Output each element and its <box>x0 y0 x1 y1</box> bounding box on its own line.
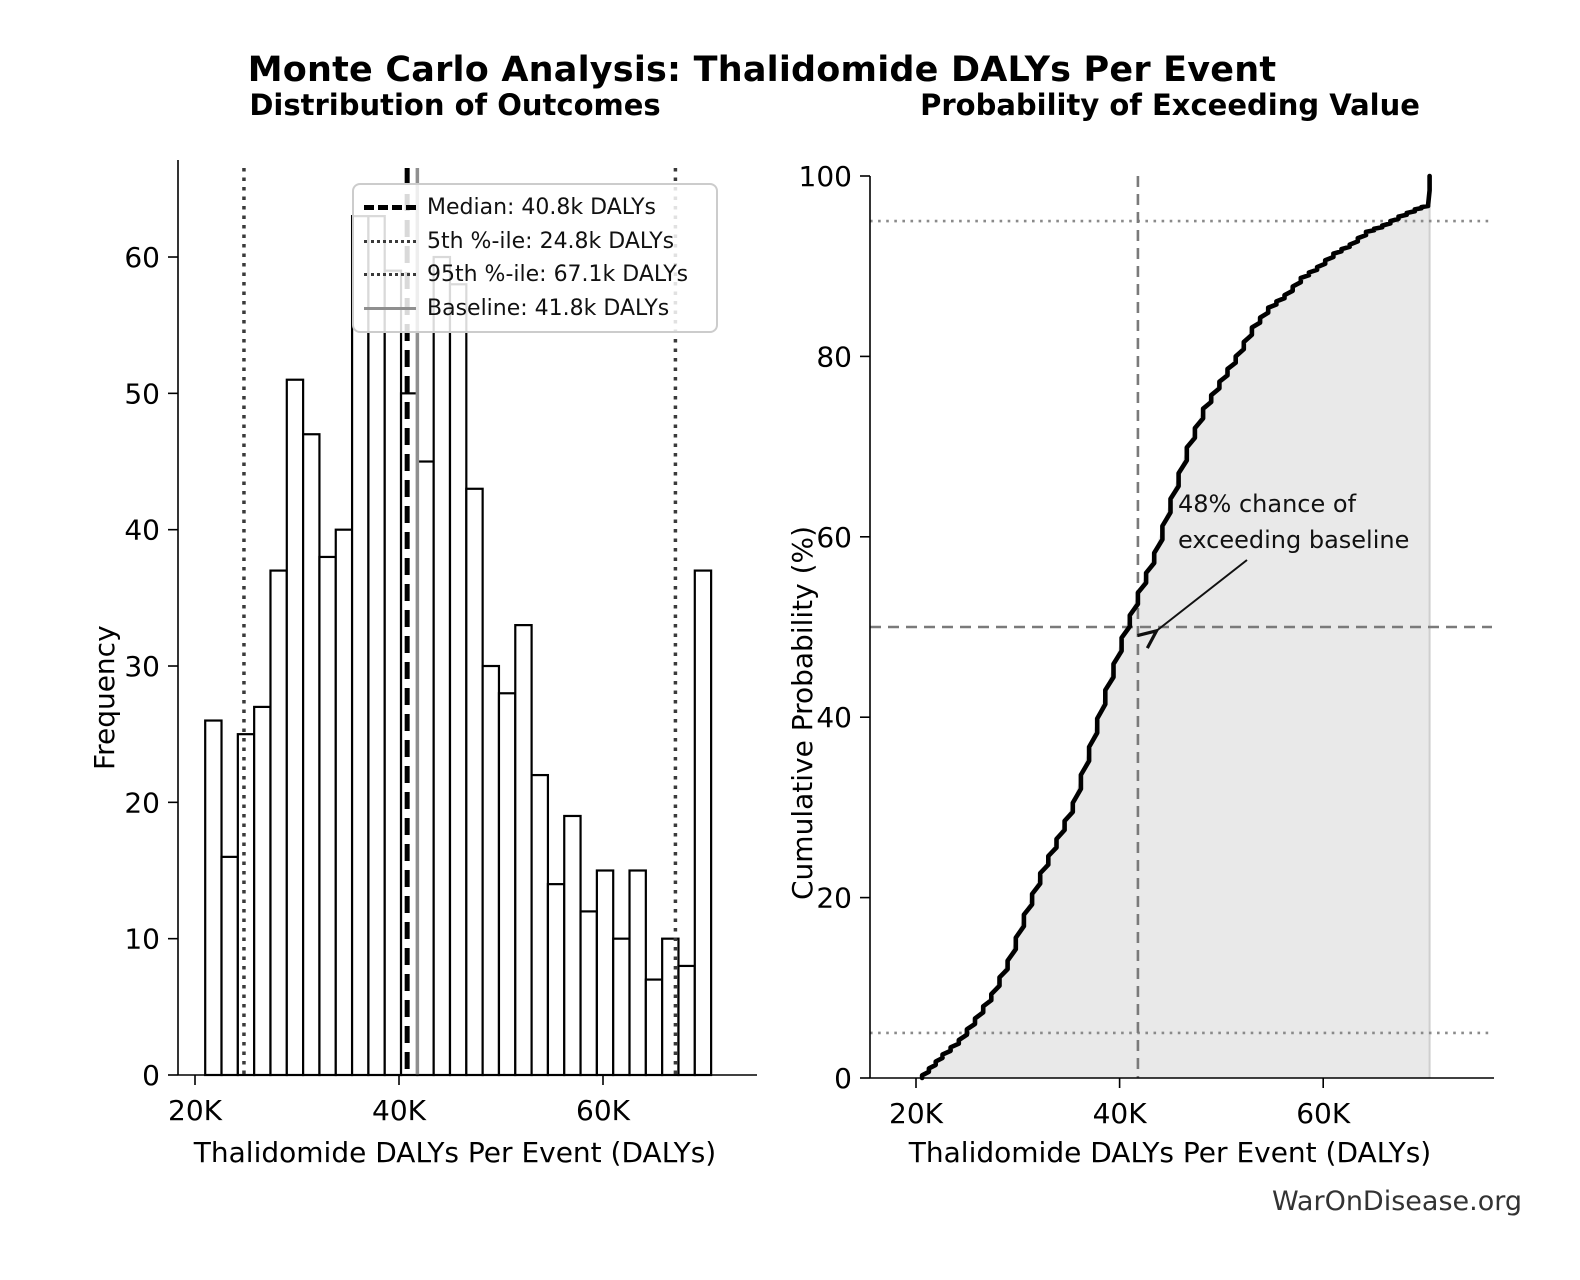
x-axis-label-left: Thalidomide DALYs Per Event (DALYs) <box>193 1136 717 1169</box>
y-tick-label: 10 <box>124 923 160 956</box>
y-tick-label: 60 <box>816 521 852 554</box>
y-tick-label: 30 <box>124 650 160 683</box>
histogram-bar <box>677 964 696 1077</box>
histogram-bar <box>693 569 713 1077</box>
annotation-arrow <box>1155 559 1248 632</box>
legend-label-p95: 95th %-ile: 67.1k DALYs <box>427 262 689 288</box>
legend-row-p5: 5th %-ile: 24.8k DALYs <box>364 229 706 254</box>
footer-watermark: WarOnDisease.org <box>1271 1186 1522 1217</box>
histogram-bar <box>383 269 403 1077</box>
histogram-bar <box>530 773 550 1077</box>
cdf-chart: 0 20 40 60 80 100 20K 40K 60K <box>799 160 1494 1130</box>
histogram-bar <box>204 719 223 1077</box>
histogram-bar <box>448 283 468 1077</box>
histogram-bar <box>579 910 598 1077</box>
histogram-bar <box>497 692 517 1077</box>
x-axis-label-right: Thalidomide DALYs Per Event (DALYs) <box>908 1136 1432 1169</box>
histogram-bar <box>416 460 435 1077</box>
legend-row-median: Median: 40.8k DALYs <box>364 195 706 220</box>
histogram-bar <box>236 733 256 1077</box>
histogram-bar <box>612 937 631 1077</box>
y-axis-label-right: Cumulative Probability (%) <box>786 525 819 900</box>
y-tick-label: 40 <box>124 514 160 547</box>
legend: Median: 40.8k DALYs 5th %-ile: 24.8k DAL… <box>352 183 718 333</box>
histogram-bar <box>334 528 354 1077</box>
y-tick-label: 40 <box>816 701 852 734</box>
legend-label-p5: 5th %-ile: 24.8k DALYs <box>427 228 675 254</box>
legend-label-median: Median: 40.8k DALYs <box>427 195 656 221</box>
histogram-bar <box>465 487 484 1077</box>
cdf-annotation: 48% chance of exceeding baseline <box>1178 490 1410 554</box>
p95-line-sample-icon <box>364 273 416 277</box>
baseline-line-sample-icon <box>364 306 416 310</box>
y-tick-label: 60 <box>124 241 160 274</box>
legend-label-baseline: Baseline: 41.8k DALYs <box>427 295 670 321</box>
x-tick-label: 60K <box>1296 1097 1351 1130</box>
x-tick-label: 40K <box>372 1094 427 1127</box>
histogram-bar <box>644 978 664 1077</box>
distribution-chart: 0 10 20 30 40 50 60 20K 40K 60K <box>124 160 757 1127</box>
histogram-bar <box>595 869 615 1077</box>
y-tick-label: 0 <box>834 1062 852 1095</box>
legend-row-p95: 95th %-ile: 67.1k DALYs <box>364 262 706 287</box>
histogram-bar <box>563 814 582 1077</box>
histogram-bar <box>285 378 305 1077</box>
y-tick-label: 20 <box>816 882 852 915</box>
histogram-bar <box>318 555 337 1077</box>
y-tick-label: 0 <box>142 1059 160 1092</box>
cdf-area-fill <box>922 176 1430 1078</box>
page-title: Monte Carlo Analysis: Thalidomide DALYs … <box>247 50 1277 90</box>
p5-line-sample-icon <box>364 239 416 243</box>
y-tick-label: 100 <box>799 160 852 193</box>
histogram-bar <box>269 569 288 1077</box>
y-tick-label: 80 <box>816 340 852 373</box>
histogram-bar <box>432 255 452 1077</box>
histogram-bar <box>481 664 501 1077</box>
histogram-bar <box>546 883 566 1077</box>
histogram-bar <box>350 215 370 1077</box>
y-tick-label: 50 <box>124 377 160 410</box>
cdf-curve <box>919 173 1432 1081</box>
y-tick-label: 20 <box>124 786 160 819</box>
median-line-sample-icon <box>364 205 416 211</box>
x-tick-label: 20K <box>889 1097 944 1130</box>
y-axis-label-left: Frequency <box>88 625 121 770</box>
subtitle-distribution: Distribution of Outcomes <box>249 88 661 122</box>
legend-row-baseline: Baseline: 41.8k DALYs <box>364 296 706 321</box>
histogram-bar <box>253 705 272 1077</box>
histogram-bar <box>628 869 647 1077</box>
subtitle-probability: Probability of Exceeding Value <box>920 88 1420 122</box>
histogram-bar <box>514 624 533 1077</box>
histogram-bar <box>302 433 321 1077</box>
histogram-bar <box>367 215 386 1077</box>
x-tick-label: 60K <box>576 1094 631 1127</box>
x-tick-label: 40K <box>1093 1097 1148 1130</box>
x-tick-label: 20K <box>168 1094 223 1127</box>
histogram-bar <box>220 855 239 1077</box>
